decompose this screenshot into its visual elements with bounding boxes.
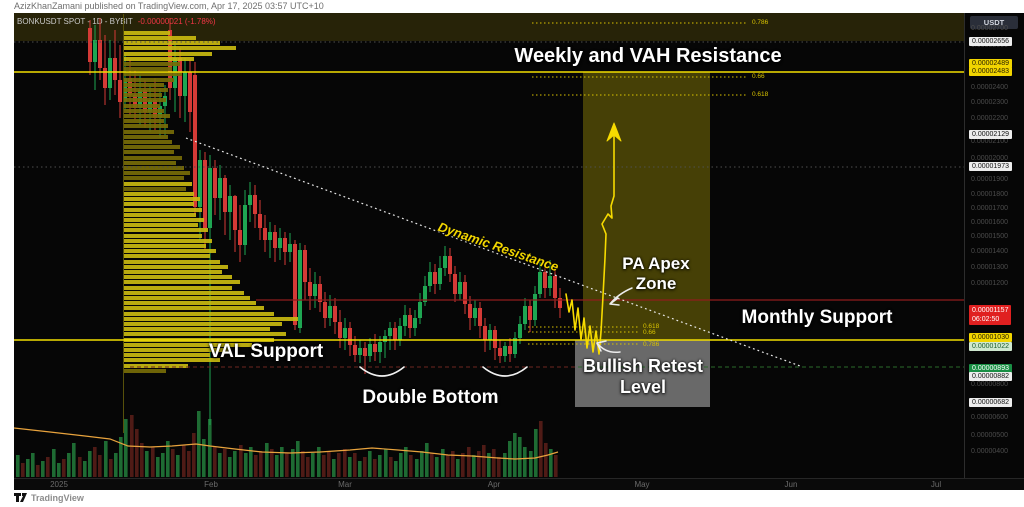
price-level-label: 0.00001973 xyxy=(969,162,1012,171)
monthly-support-label[interactable]: Monthly Support xyxy=(741,307,893,328)
price-level-label: 0.00001022 xyxy=(969,342,1012,351)
price-tick-label: 0.00001700 xyxy=(971,205,1008,212)
price-tick-label: 0.00000400 xyxy=(971,448,1008,455)
price-tick-label: 0.00001800 xyxy=(971,191,1008,198)
last-price-value: 0.00001157 xyxy=(972,307,1009,314)
axis-separator xyxy=(964,13,965,489)
time-tick-label: Jul xyxy=(930,480,942,489)
price-level-label: 0.00002489 xyxy=(969,59,1012,68)
bar-countdown: 06:02:50 xyxy=(972,316,1000,323)
price-level-label: 0.00002129 xyxy=(969,130,1012,139)
price-tick-label: 0.00000800 xyxy=(971,381,1008,388)
price-tick-label: 0.00001200 xyxy=(971,280,1008,287)
bullish-retest-label[interactable]: Bullish Retest Level xyxy=(576,356,710,398)
price-level-label: 0.00001030 xyxy=(969,333,1012,342)
price-tick-label: 0.00002000 xyxy=(971,155,1008,162)
fib-0786-mid-label: 0.786 xyxy=(643,341,660,348)
pa-apex-line1: PA Apex xyxy=(622,254,690,273)
fib-0618-top-label: 0.618 xyxy=(752,91,769,98)
pa-apex-line2: Zone xyxy=(635,274,677,293)
fib-066-top-label: 0.66 xyxy=(752,73,765,80)
price-tick-label: 0.00001900 xyxy=(971,176,1008,183)
val-support-label[interactable]: VAL Support xyxy=(208,341,324,362)
time-tick-label: Mar xyxy=(338,480,352,489)
price-tick-label: 0.00002700 xyxy=(971,25,1008,32)
pa-apex-zone-label[interactable]: PA Apex Zone xyxy=(600,254,712,294)
fib-0786-top-label: 0.786 xyxy=(752,19,769,26)
price-tick-label: 0.00002300 xyxy=(971,99,1008,106)
price-tick-label: 0.00002400 xyxy=(971,84,1008,91)
price-tick-label: 0.00001300 xyxy=(971,264,1008,271)
price-change: -0.00000021 (-1.78%) xyxy=(137,17,216,26)
price-level-label: 0.00000893 xyxy=(969,364,1012,373)
symbol-legend[interactable]: BONKUSDT SPOT - 1D - BYBIT -0.00000021 (-… xyxy=(17,17,216,26)
last-price-countdown-box: 0.00001157 06:02:50 xyxy=(969,305,1012,325)
price-tick-label: 0.00002200 xyxy=(971,115,1008,122)
currency-toggle-button[interactable]: USDT xyxy=(970,16,1018,29)
price-level-label: 0.00000882 xyxy=(969,372,1012,381)
tradingview-logo-icon[interactable] xyxy=(14,492,27,503)
double-bottom-label[interactable]: Double Bottom xyxy=(362,387,499,408)
price-tick-label: 0.00001500 xyxy=(971,233,1008,240)
tradingview-brand-text[interactable]: TradingView xyxy=(31,492,84,503)
bullish-retest-line1: Bullish Retest xyxy=(582,356,704,376)
price-tick-label: 0.00000600 xyxy=(971,414,1008,421)
weekly-vah-resistance-label[interactable]: Weekly and VAH Resistance xyxy=(514,45,782,67)
symbol-title[interactable]: BONKUSDT SPOT - 1D - BYBIT xyxy=(17,17,133,26)
price-tick-label: 0.00002100 xyxy=(971,138,1008,145)
time-tick-label: Jun xyxy=(784,480,798,489)
footer-bar: TradingView xyxy=(14,492,84,503)
time-axis[interactable]: 2025 Feb Mar Apr May Jun Jul xyxy=(14,478,1024,490)
price-tick-label: 0.00001600 xyxy=(971,219,1008,226)
price-level-label: 0.00000682 xyxy=(969,398,1012,407)
time-tick-label: May xyxy=(634,480,650,489)
price-tick-label: 0.00001400 xyxy=(971,248,1008,255)
time-tick-label: Feb xyxy=(204,480,218,489)
bullish-retest-line2: Level xyxy=(619,377,667,397)
attribution-text: AzizKhanZamani published on TradingView.… xyxy=(14,1,324,11)
price-level-label: 0.00002656 xyxy=(969,37,1012,46)
price-level-label: 0.00002483 xyxy=(969,67,1012,76)
price-axis[interactable]: USDT 0.00001157 06:02:50 0.00002700 0.000… xyxy=(964,13,1024,478)
fib-066-mid-label: 0.66 xyxy=(643,329,656,336)
price-tick-label: 0.00000500 xyxy=(971,432,1008,439)
time-tick-label: Apr xyxy=(487,480,501,489)
time-tick-label: 2025 xyxy=(50,480,68,489)
